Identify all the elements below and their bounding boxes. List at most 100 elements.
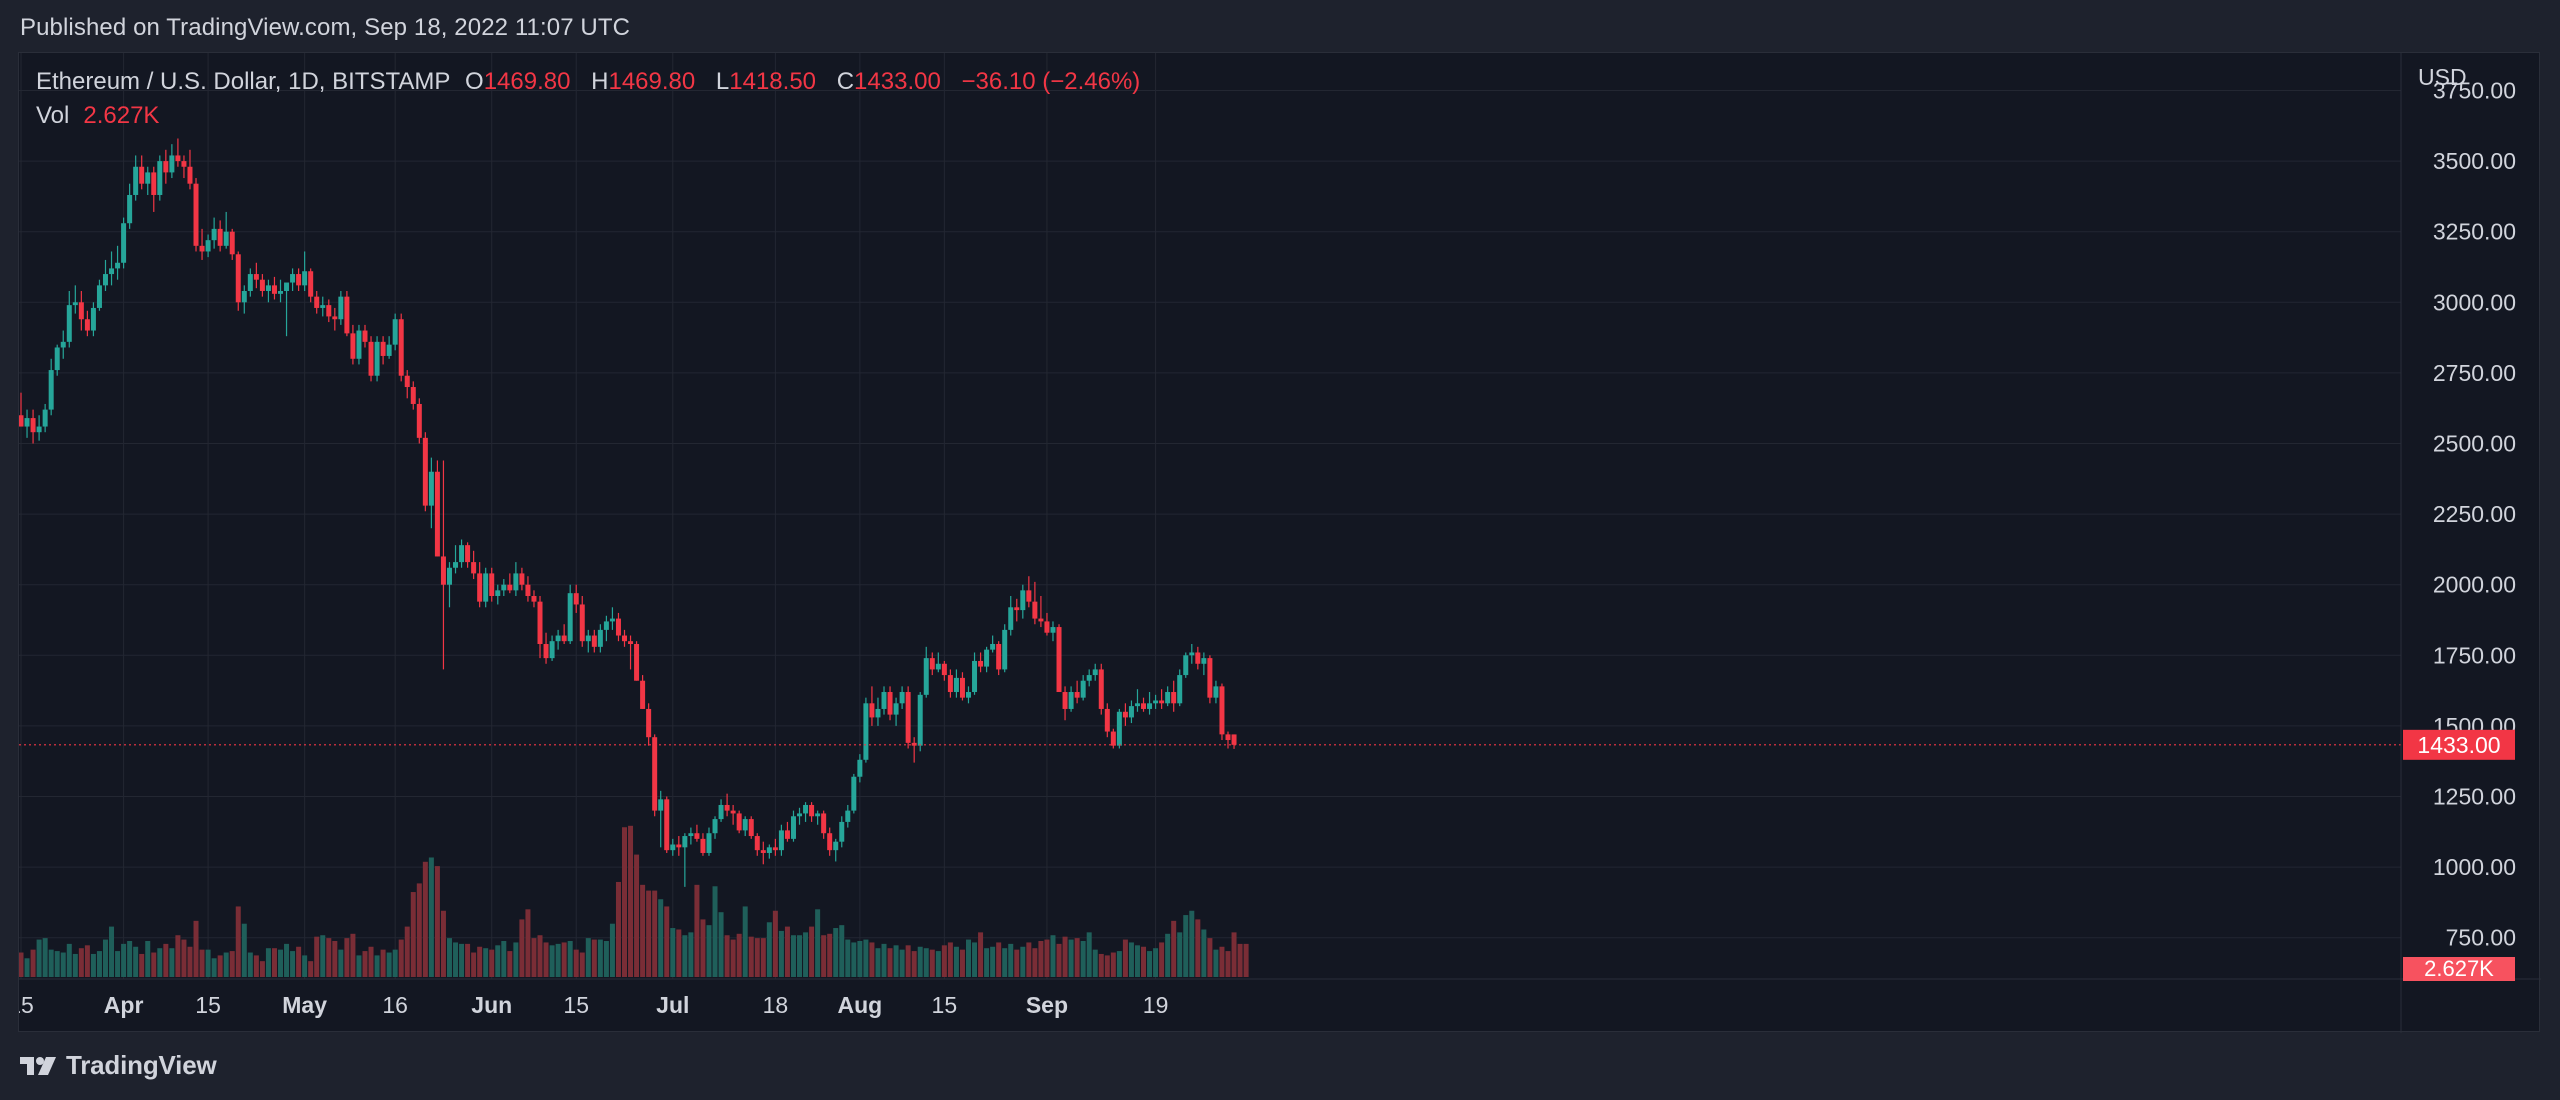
candle-body <box>531 595 537 602</box>
candle-body <box>1008 607 1014 630</box>
candle-body <box>211 228 217 241</box>
tradingview-footer[interactable]: TradingView <box>20 1050 217 1081</box>
candle-body <box>1171 692 1177 704</box>
x-tick-label: Apr <box>104 992 144 1018</box>
volume-bar <box>1008 943 1014 977</box>
volume-bar <box>1122 939 1128 977</box>
volume-bar <box>1165 933 1171 977</box>
candle-body <box>392 319 398 345</box>
volume-bar <box>953 946 959 977</box>
x-tick-label: Jul <box>656 992 689 1018</box>
candle-body <box>489 573 495 596</box>
symbol-title[interactable]: Ethereum / U.S. Dollar, 1D, BITSTAMP <box>36 68 451 95</box>
candle-body <box>501 584 507 591</box>
volume-bar <box>712 886 718 977</box>
volume-bar <box>410 892 416 977</box>
candle-body <box>247 274 253 292</box>
volume-bar <box>296 946 302 977</box>
candle-body <box>54 347 60 371</box>
candle-body <box>1128 706 1134 718</box>
volume-bar <box>694 884 700 977</box>
volume-bar <box>84 945 90 977</box>
y-tick-label: 2250.00 <box>2433 501 2516 527</box>
candle-body <box>229 231 235 255</box>
high-value: 1469.80 <box>608 68 696 95</box>
candle-body <box>495 590 501 596</box>
x-tick-label: 18 <box>763 992 789 1018</box>
volume-label[interactable]: Vol <box>36 102 70 129</box>
x-tick-label: May <box>282 992 327 1018</box>
candle-body <box>422 437 428 506</box>
volume-bar <box>1062 936 1068 977</box>
volume-bar <box>1128 942 1134 977</box>
volume-bar <box>833 928 839 977</box>
candle-body <box>1032 601 1038 619</box>
candle-body <box>446 567 452 585</box>
volume-bar <box>386 952 392 977</box>
candles <box>19 138 1237 887</box>
price-chart[interactable]: 3750.00 3500.00 3250.00 3000.00 2750.00 2500.… <box>19 53 2541 1033</box>
volume-bar <box>1092 949 1098 977</box>
candle-body <box>259 279 265 292</box>
y-tick-label: 3750.00 <box>2433 78 2516 104</box>
volume-bar <box>803 932 809 977</box>
volume-bar <box>664 906 670 977</box>
volume-bar <box>440 910 446 977</box>
candle-body <box>513 573 519 591</box>
candle-body <box>127 194 133 224</box>
candle-body <box>827 833 833 851</box>
candle-body <box>175 155 181 162</box>
volume-bar <box>573 949 579 977</box>
candle-body <box>416 403 422 438</box>
chart-panel[interactable]: 3750.00 3500.00 3250.00 3000.00 2750.00 2500.… <box>18 52 2541 1033</box>
volume-bar <box>465 943 471 977</box>
volume-bar <box>446 938 452 977</box>
candle-body <box>682 836 688 848</box>
volume-bar <box>609 923 615 977</box>
candle-body <box>308 271 314 297</box>
volume-bar <box>682 935 688 977</box>
volume-bar <box>133 946 139 977</box>
y-tick-label: 3250.00 <box>2433 219 2516 245</box>
y-tick-label: 1000.00 <box>2433 854 2516 880</box>
candle-body <box>984 649 990 667</box>
candle-body <box>869 703 875 718</box>
candle-body <box>784 830 790 839</box>
volume-bar <box>1038 941 1044 977</box>
volume-bar <box>434 866 440 977</box>
volume-bar <box>996 942 1002 977</box>
volume-bar <box>193 920 199 977</box>
candle-body <box>972 660 978 693</box>
volume-bar <box>404 926 410 977</box>
volume-bar <box>278 949 284 977</box>
candle-body <box>362 330 368 342</box>
volume-bar <box>652 890 658 977</box>
candle-body <box>1050 627 1056 633</box>
candle-body <box>851 776 857 811</box>
volume-bar <box>175 935 181 977</box>
volume-bar <box>519 919 525 977</box>
volume-bar <box>314 936 320 977</box>
candle-body <box>893 703 899 715</box>
candle-body <box>821 813 827 834</box>
volume-bar <box>881 943 887 977</box>
high-label: H <box>591 68 609 95</box>
candle-body <box>996 644 1002 670</box>
volume-bar <box>1141 946 1147 977</box>
candle-body <box>265 285 271 292</box>
volume-bar <box>706 925 712 977</box>
volume-bar <box>459 943 465 977</box>
currency-label[interactable]: USD <box>2418 64 2467 90</box>
candle-body <box>90 307 96 331</box>
volume-bar <box>597 939 603 977</box>
volume-bar <box>302 955 308 977</box>
volume-bar <box>1110 952 1116 977</box>
candle-body <box>121 223 127 263</box>
candle-body <box>1110 731 1116 746</box>
volume-bar <box>1243 943 1249 977</box>
volume-bar <box>253 955 259 977</box>
volume-value: 2.627K <box>83 102 160 129</box>
candle-body <box>453 562 459 568</box>
volume-bar <box>1044 939 1050 977</box>
candle-body <box>1134 703 1140 707</box>
